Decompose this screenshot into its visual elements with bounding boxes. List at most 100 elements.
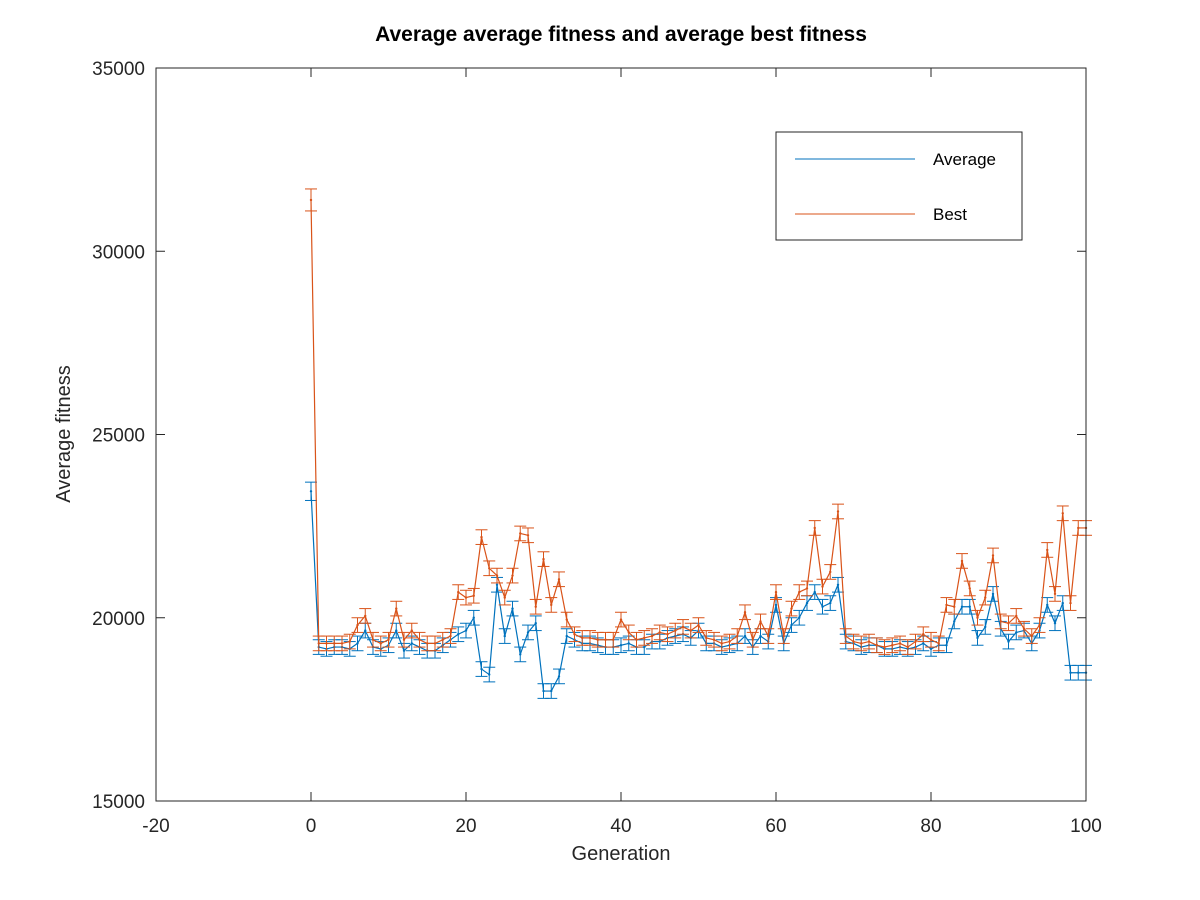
data-point-average xyxy=(364,629,367,632)
data-point-average xyxy=(643,645,646,649)
data-point-average xyxy=(402,649,406,652)
data-point-average xyxy=(534,622,537,625)
data-point-average xyxy=(495,583,499,586)
data-point-best xyxy=(953,605,956,608)
data-point-best xyxy=(798,590,801,594)
data-point-best xyxy=(534,605,537,608)
data-point-best xyxy=(697,623,700,627)
data-point-best xyxy=(565,618,568,621)
data-point-average xyxy=(960,605,964,608)
data-point-average xyxy=(991,592,995,596)
data-point-average xyxy=(309,490,313,493)
data-point-best xyxy=(573,633,576,636)
data-point-average xyxy=(1061,601,1064,605)
y-tick-label: 35000 xyxy=(92,59,145,80)
data-point-average xyxy=(1077,671,1080,674)
legend: Average Best xyxy=(775,131,1023,241)
chart-title: Average average fitness and average best… xyxy=(375,23,867,46)
data-point-best xyxy=(689,629,692,632)
data-point-average xyxy=(542,689,545,693)
data-point-best xyxy=(395,607,398,610)
data-point-best xyxy=(751,638,754,641)
data-point-best xyxy=(480,535,483,539)
data-point-average xyxy=(821,605,824,608)
data-point-best xyxy=(743,611,747,614)
data-point-best xyxy=(596,638,599,641)
data-point-average xyxy=(945,644,948,647)
data-point-best xyxy=(790,607,793,610)
data-point-best xyxy=(891,644,894,647)
data-point-best xyxy=(526,534,530,537)
data-point-best xyxy=(348,640,351,643)
data-point-best xyxy=(906,645,909,649)
data-point-best xyxy=(1046,548,1049,552)
data-point-best xyxy=(1015,614,1018,618)
data-point-best xyxy=(371,638,375,641)
x-tick-label: 80 xyxy=(920,816,941,837)
data-point-average xyxy=(488,673,491,676)
data-point-average xyxy=(627,642,630,645)
data-point-best xyxy=(681,625,685,629)
data-point-best xyxy=(782,634,785,638)
data-point-best xyxy=(836,510,840,513)
y-tick-label: 20000 xyxy=(92,609,145,630)
data-point-best xyxy=(712,638,716,641)
data-point-average xyxy=(1053,622,1057,625)
y-axis-title: Average fitness xyxy=(53,365,75,503)
data-point-best xyxy=(325,642,328,645)
data-point-best xyxy=(441,638,444,641)
data-point-best xyxy=(960,559,964,563)
data-point-best xyxy=(612,638,615,641)
data-point-best xyxy=(550,603,553,607)
data-point-best xyxy=(464,596,468,599)
data-point-average xyxy=(759,634,762,638)
data-point-best xyxy=(829,570,832,574)
data-point-average xyxy=(658,640,661,643)
data-point-best xyxy=(402,638,406,641)
data-point-best xyxy=(410,629,413,632)
data-point-average xyxy=(619,644,623,647)
data-point-average xyxy=(984,625,987,629)
data-point-best xyxy=(472,594,475,597)
data-point-best xyxy=(898,642,902,645)
data-point-average xyxy=(1007,640,1010,643)
data-point-best xyxy=(542,557,545,561)
data-point-best xyxy=(449,634,452,638)
data-point-average xyxy=(1015,631,1018,634)
data-point-best xyxy=(650,634,654,638)
data-point-average xyxy=(798,616,801,619)
data-point-average xyxy=(929,647,933,651)
data-point-best xyxy=(937,642,940,645)
data-point-best xyxy=(1053,592,1057,596)
data-point-best xyxy=(317,642,320,645)
data-point-best xyxy=(503,596,506,599)
data-point-average xyxy=(743,634,747,638)
data-point-best xyxy=(379,642,382,645)
y-tick-label: 25000 xyxy=(92,426,145,447)
data-point-average xyxy=(790,623,793,627)
data-point-average xyxy=(1069,671,1072,674)
x-tick-label: 60 xyxy=(765,816,786,837)
data-point-best xyxy=(1038,623,1041,627)
data-point-best xyxy=(433,642,437,645)
data-point-best xyxy=(627,631,630,634)
y-tick-label: 30000 xyxy=(92,242,145,263)
data-point-best xyxy=(736,634,739,638)
data-point-best xyxy=(914,640,917,643)
data-point-average xyxy=(829,601,832,605)
data-point-best xyxy=(968,587,971,590)
x-tick-label: 20 xyxy=(455,816,476,837)
data-point-average xyxy=(519,653,522,656)
data-point-best xyxy=(581,636,584,640)
y-tick-label: 15000 xyxy=(92,792,145,813)
data-point-best xyxy=(511,574,514,577)
data-point-average xyxy=(472,616,475,619)
data-point-best xyxy=(1030,634,1033,638)
data-point-best xyxy=(813,526,816,530)
legend-box xyxy=(775,131,1023,241)
x-tick-label: -20 xyxy=(142,816,169,837)
data-point-average xyxy=(526,631,530,634)
data-point-average xyxy=(774,603,778,607)
data-point-best xyxy=(844,634,847,638)
